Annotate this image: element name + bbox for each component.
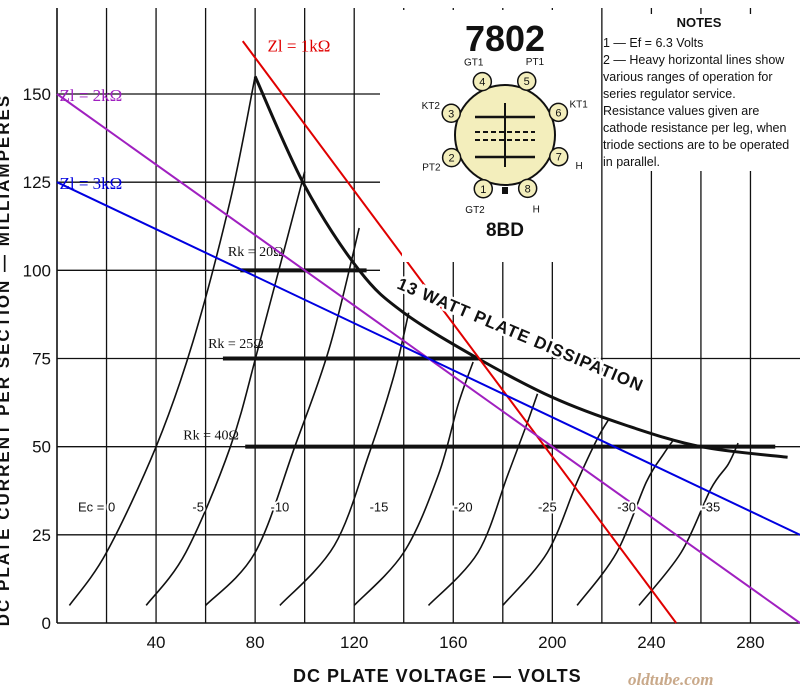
y-tick-label: 150 [23, 85, 51, 104]
rk-label: Rk = 20Ω [228, 245, 284, 260]
load-line-label: Zl = 3kΩ [59, 174, 122, 193]
pin-label: PT2 [422, 162, 441, 173]
plate-curve [205, 227, 360, 606]
grid-bias-label: -30 [617, 500, 636, 515]
pin-circle [472, 71, 493, 92]
pin-label: KT2 [422, 101, 441, 112]
pin-number: 8 [525, 183, 531, 195]
pin-circle [441, 103, 461, 124]
y-tick-label: 25 [32, 526, 51, 545]
plate-curve [427, 393, 539, 606]
load-line [241, 40, 677, 624]
cathode-resistor-lines: Rk = 20Ω Rk = 25Ω Rk = 40Ω [183, 245, 776, 449]
pin-label: KT1 [569, 100, 588, 111]
plate-curve [638, 442, 739, 606]
x-tick-label: 200 [538, 633, 566, 652]
pin-label: H [533, 205, 540, 216]
load-lines: Zl = 1kΩ Zl = 2kΩ Zl = 3kΩ [56, 37, 800, 624]
pin-number: 5 [524, 76, 530, 88]
grid-bias-label: -15 [370, 500, 389, 515]
plate-curve [145, 171, 306, 606]
pin-label: GT2 [465, 205, 485, 216]
base-key [502, 187, 508, 194]
rk-label: Rk = 40Ω [183, 429, 239, 444]
y-tick-label: 100 [23, 261, 51, 280]
rk-label: Rk = 25Ω [208, 337, 264, 352]
note-1: 1 — Ef = 6.3 Volts [603, 36, 704, 50]
x-axis-label: DC PLATE VOLTAGE — VOLTS [293, 666, 582, 686]
pin-label: GT1 [464, 57, 484, 68]
pin-circle [441, 147, 462, 168]
y-tick-label: 0 [42, 614, 51, 633]
tube-number: 7802 [464, 18, 546, 59]
pin-label: H [576, 161, 583, 172]
plate-curves [68, 75, 788, 606]
x-tick-label: 40 [147, 633, 166, 652]
note-2: 2 — Heavy horizontal lines show various … [603, 53, 790, 169]
plate-curve [353, 361, 474, 606]
pin-circle [473, 179, 494, 199]
grid-bias-label: -20 [454, 500, 473, 515]
pin-number: 3 [448, 108, 454, 120]
grid-bias-label: -35 [701, 500, 720, 515]
notes-title: NOTES [676, 15, 722, 30]
load-line-label: Zl = 1kΩ [268, 37, 331, 56]
grid-bias-label: -5 [192, 500, 204, 515]
x-tick-label: 120 [340, 633, 368, 652]
dissipation-label: 13 WATT PLATE DISSIPATION [394, 274, 646, 395]
watermark: oldtube.com [628, 670, 714, 689]
x-tick-label: 280 [736, 633, 764, 652]
x-tick-label: 80 [246, 633, 265, 652]
x-tick-label: 160 [439, 633, 467, 652]
pin-number: 4 [479, 77, 485, 89]
x-tick-label: 240 [637, 633, 665, 652]
pin-number: 7 [556, 152, 562, 164]
load-line [56, 181, 800, 536]
tick-labels: 0 25 50 75 100 125 150 40 80 120 160 200 240 280 [23, 85, 765, 652]
grid-bias-label: Ec = 0 [78, 500, 115, 515]
pin-circle [517, 178, 538, 199]
pin-number: 1 [480, 184, 486, 196]
y-tick-label: 50 [32, 438, 51, 457]
pin-circle [549, 146, 569, 167]
y-tick-label: 75 [32, 350, 51, 369]
plate-curve [68, 76, 256, 606]
plate-curve [576, 439, 675, 606]
grid-bias-label: -10 [271, 500, 290, 515]
pin-circle [516, 71, 537, 91]
plate-curve [502, 418, 610, 606]
pin-label: PT1 [526, 57, 545, 68]
notes-box: NOTES 1 — Ef = 6.3 Volts 2 — Heavy horiz… [603, 14, 795, 171]
y-tick-label: 125 [23, 173, 51, 192]
base-type: 8BD [485, 220, 524, 241]
load-line-label: Zl = 2kΩ [59, 86, 122, 105]
grid-bias-label: -25 [538, 500, 557, 515]
pin-number: 2 [449, 153, 455, 165]
pin-number: 6 [555, 107, 561, 119]
pin-circle [548, 102, 569, 123]
